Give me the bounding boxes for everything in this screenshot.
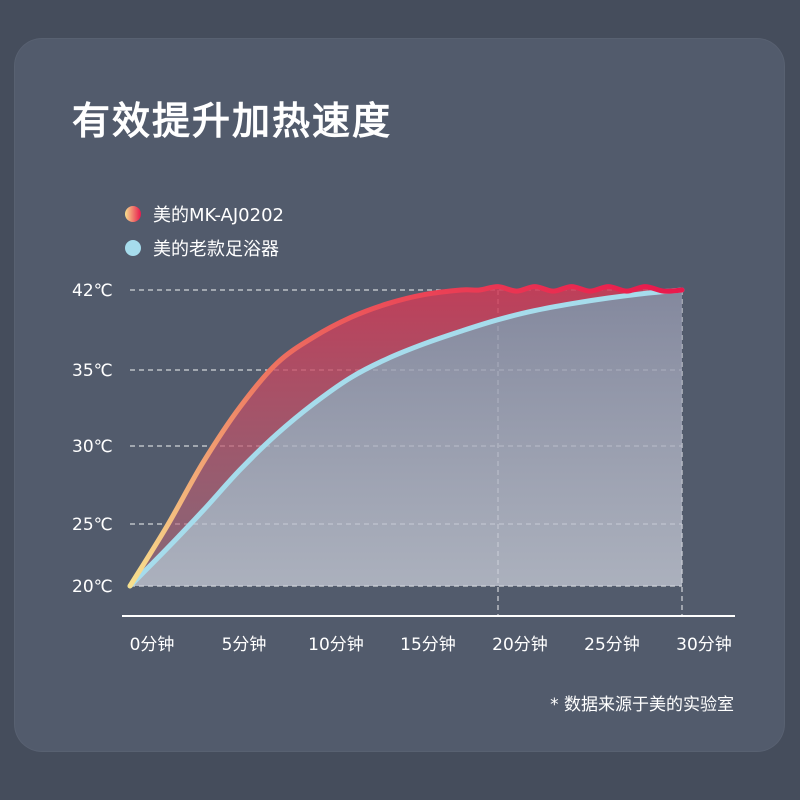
x-tick-labels: 0分钟 5分钟 10分钟 15分钟 20分钟 25分钟 30分钟 — [130, 635, 732, 655]
x-tick-label-5: 25分钟 — [584, 635, 640, 655]
y-tick-label-2: 30℃ — [72, 437, 113, 457]
line-new-series — [127, 284, 685, 589]
legend-label-new: 美的MK-AJ0202 — [153, 205, 284, 226]
legend-dot-new — [125, 206, 141, 222]
y-tick-label-3: 35℃ — [72, 361, 113, 381]
x-tick-label-4: 20分钟 — [492, 635, 548, 655]
x-tick-label-0: 0分钟 — [130, 635, 175, 655]
legend: 美的MK-AJ0202 美的老款足浴器 — [125, 197, 284, 265]
legend-item-old: 美的老款足浴器 — [125, 231, 284, 265]
x-tick-label-2: 10分钟 — [308, 635, 364, 655]
y-tick-label-1: 25℃ — [72, 515, 113, 535]
y-tick-labels: 20℃ 25℃ 30℃ 35℃ 42℃ — [72, 281, 113, 597]
line-old-series — [127, 287, 685, 589]
x-tick-label-6: 30分钟 — [676, 635, 732, 655]
data-source-note: * 数据来源于美的实验室 — [550, 695, 734, 715]
x-tick-label-1: 5分钟 — [222, 635, 267, 655]
y-tick-label-0: 20℃ — [72, 577, 113, 597]
y-tick-label-4: 42℃ — [72, 281, 113, 301]
legend-label-old: 美的老款足浴器 — [153, 239, 279, 260]
chart-title: 有效提升加热速度 — [72, 99, 393, 143]
x-tick-label-3: 15分钟 — [400, 635, 456, 655]
legend-item-new: 美的MK-AJ0202 — [125, 197, 284, 231]
area-old-series — [130, 290, 682, 586]
area-new-series — [130, 286, 682, 586]
legend-dot-old — [125, 240, 141, 256]
